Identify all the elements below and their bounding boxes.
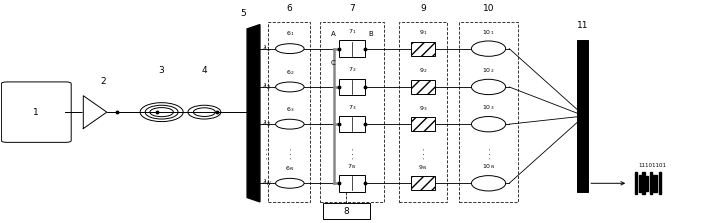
Ellipse shape [471,41,506,56]
Text: 6$_3$: 6$_3$ [285,105,294,114]
Text: 5: 5 [241,9,247,18]
Polygon shape [83,96,107,128]
Bar [459,22,518,202]
Text: 9: 9 [420,4,426,12]
Bar [339,175,365,192]
Text: 6$_1$: 6$_1$ [285,29,294,38]
Text: . . .: . . . [485,148,491,159]
Text: 9$_N$: 9$_N$ [418,163,428,172]
Text: $\lambda_2$: $\lambda_2$ [262,82,271,92]
Bar [638,175,641,192]
Text: 10$_N$: 10$_N$ [482,162,495,171]
Bar [649,172,651,194]
Text: 7$_2$: 7$_2$ [347,66,356,74]
Text: 9$_3$: 9$_3$ [419,104,428,113]
Text: 10$_2$: 10$_2$ [483,66,495,75]
Text: 3: 3 [159,66,164,75]
Bar [339,116,365,132]
Text: 10: 10 [483,4,494,12]
Bar [646,176,648,191]
Bar [339,40,365,57]
Text: . . .: . . . [262,148,269,159]
Ellipse shape [275,82,304,92]
Text: $\lambda_1$: $\lambda_1$ [262,43,271,54]
Text: C: C [331,60,335,66]
Bar [268,22,310,202]
Bar [577,40,588,192]
Text: 7$_3$: 7$_3$ [347,103,356,112]
Text: . . .: . . . [287,148,293,159]
Text: $\lambda_3$: $\lambda_3$ [262,119,271,129]
Text: 4: 4 [202,66,207,75]
Text: 7: 7 [349,4,355,12]
Text: 7$_1$: 7$_1$ [347,27,356,36]
Text: 7$_N$: 7$_N$ [347,162,356,171]
Ellipse shape [471,79,506,95]
Bar [411,80,435,94]
Text: $\lambda_N$: $\lambda_N$ [262,178,272,188]
Bar [653,175,657,192]
FancyBboxPatch shape [1,82,72,142]
Text: . . .: . . . [349,148,355,159]
Ellipse shape [275,119,304,129]
Bar [399,22,448,202]
Text: B: B [368,31,373,37]
Ellipse shape [471,116,506,132]
Ellipse shape [275,44,304,54]
Text: 9$_2$: 9$_2$ [419,66,427,75]
Ellipse shape [471,176,506,191]
Bar [411,176,435,190]
Text: 11101101: 11101101 [638,163,667,168]
Text: 2: 2 [100,77,106,86]
Bar [659,172,661,194]
Text: 11: 11 [577,21,588,30]
Text: 6$_2$: 6$_2$ [286,68,294,76]
Text: 10$_3$: 10$_3$ [483,103,495,112]
Ellipse shape [275,178,304,188]
Text: 8: 8 [344,207,350,216]
Text: 1: 1 [34,108,39,117]
Bar [411,117,435,131]
Bar [323,203,370,219]
Text: 6: 6 [286,4,292,12]
Text: . . .: . . . [420,148,426,159]
Text: 10$_1$: 10$_1$ [483,28,495,37]
Polygon shape [247,25,260,202]
Bar [320,22,384,202]
Text: A: A [331,31,335,37]
Bar [339,79,365,95]
Bar [411,41,435,56]
Bar [642,172,644,194]
Bar [635,172,637,194]
Text: 6$_N$: 6$_N$ [285,164,295,173]
Text: 9$_1$: 9$_1$ [419,28,428,37]
